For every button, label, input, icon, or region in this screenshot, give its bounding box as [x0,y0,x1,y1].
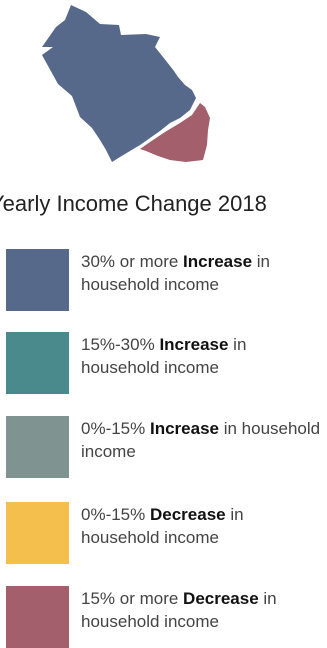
map-region-decrease[interactable] [140,103,210,162]
legend-suffix: in household income [81,419,321,461]
legend-range: 0%-15% [81,419,150,438]
map-region-increase[interactable] [42,5,196,162]
legend-item-increase-0-15: 0%-15% Increase in household income [6,416,326,478]
legend-swatch [6,416,69,478]
legend-range: 0%-15% [81,505,150,524]
legend-swatch [6,332,69,394]
legend-range: 30% or more [81,252,184,271]
legend-range: 15% or more [81,589,184,608]
legend-label: 15% or more Decrease in household income [81,587,326,633]
legend-label: 30% or more Increase in household income [81,250,326,296]
legend-suffix: in household income [81,335,247,377]
legend-item-decrease-0-15: 0%-15% Decrease in household income [6,502,326,564]
legend-item-decrease-15-plus: 15% or more Decrease in household income [6,586,326,648]
legend-suffix: in household income [81,252,271,294]
legend-direction: Increase [159,335,229,354]
legend-label: 0%-15% Increase in household income [81,417,326,463]
legend-suffix: in household income [81,505,244,547]
legend-direction: Decrease [183,589,259,608]
legend-suffix: in household income [81,589,277,631]
legend-swatch [6,586,69,648]
legend-range: 15%-30% [81,335,160,354]
legend-item-increase-15-30: 15%-30% Increase in household income [6,332,326,394]
legend-swatch [6,502,69,564]
legend-swatch [6,249,69,311]
legend-direction: Decrease [149,505,226,524]
map-title: Yearly Income Change 2018 [0,191,267,216]
legend-label: 0%-15% Decrease in household income [81,503,326,549]
legend-direction: Increase [149,419,219,438]
legend-direction: Increase [183,252,253,271]
choropleth-map [42,5,210,162]
legend-label: 15%-30% Increase in household income [81,333,326,379]
legend-item-increase-30-plus: 30% or more Increase in household income [6,249,326,311]
